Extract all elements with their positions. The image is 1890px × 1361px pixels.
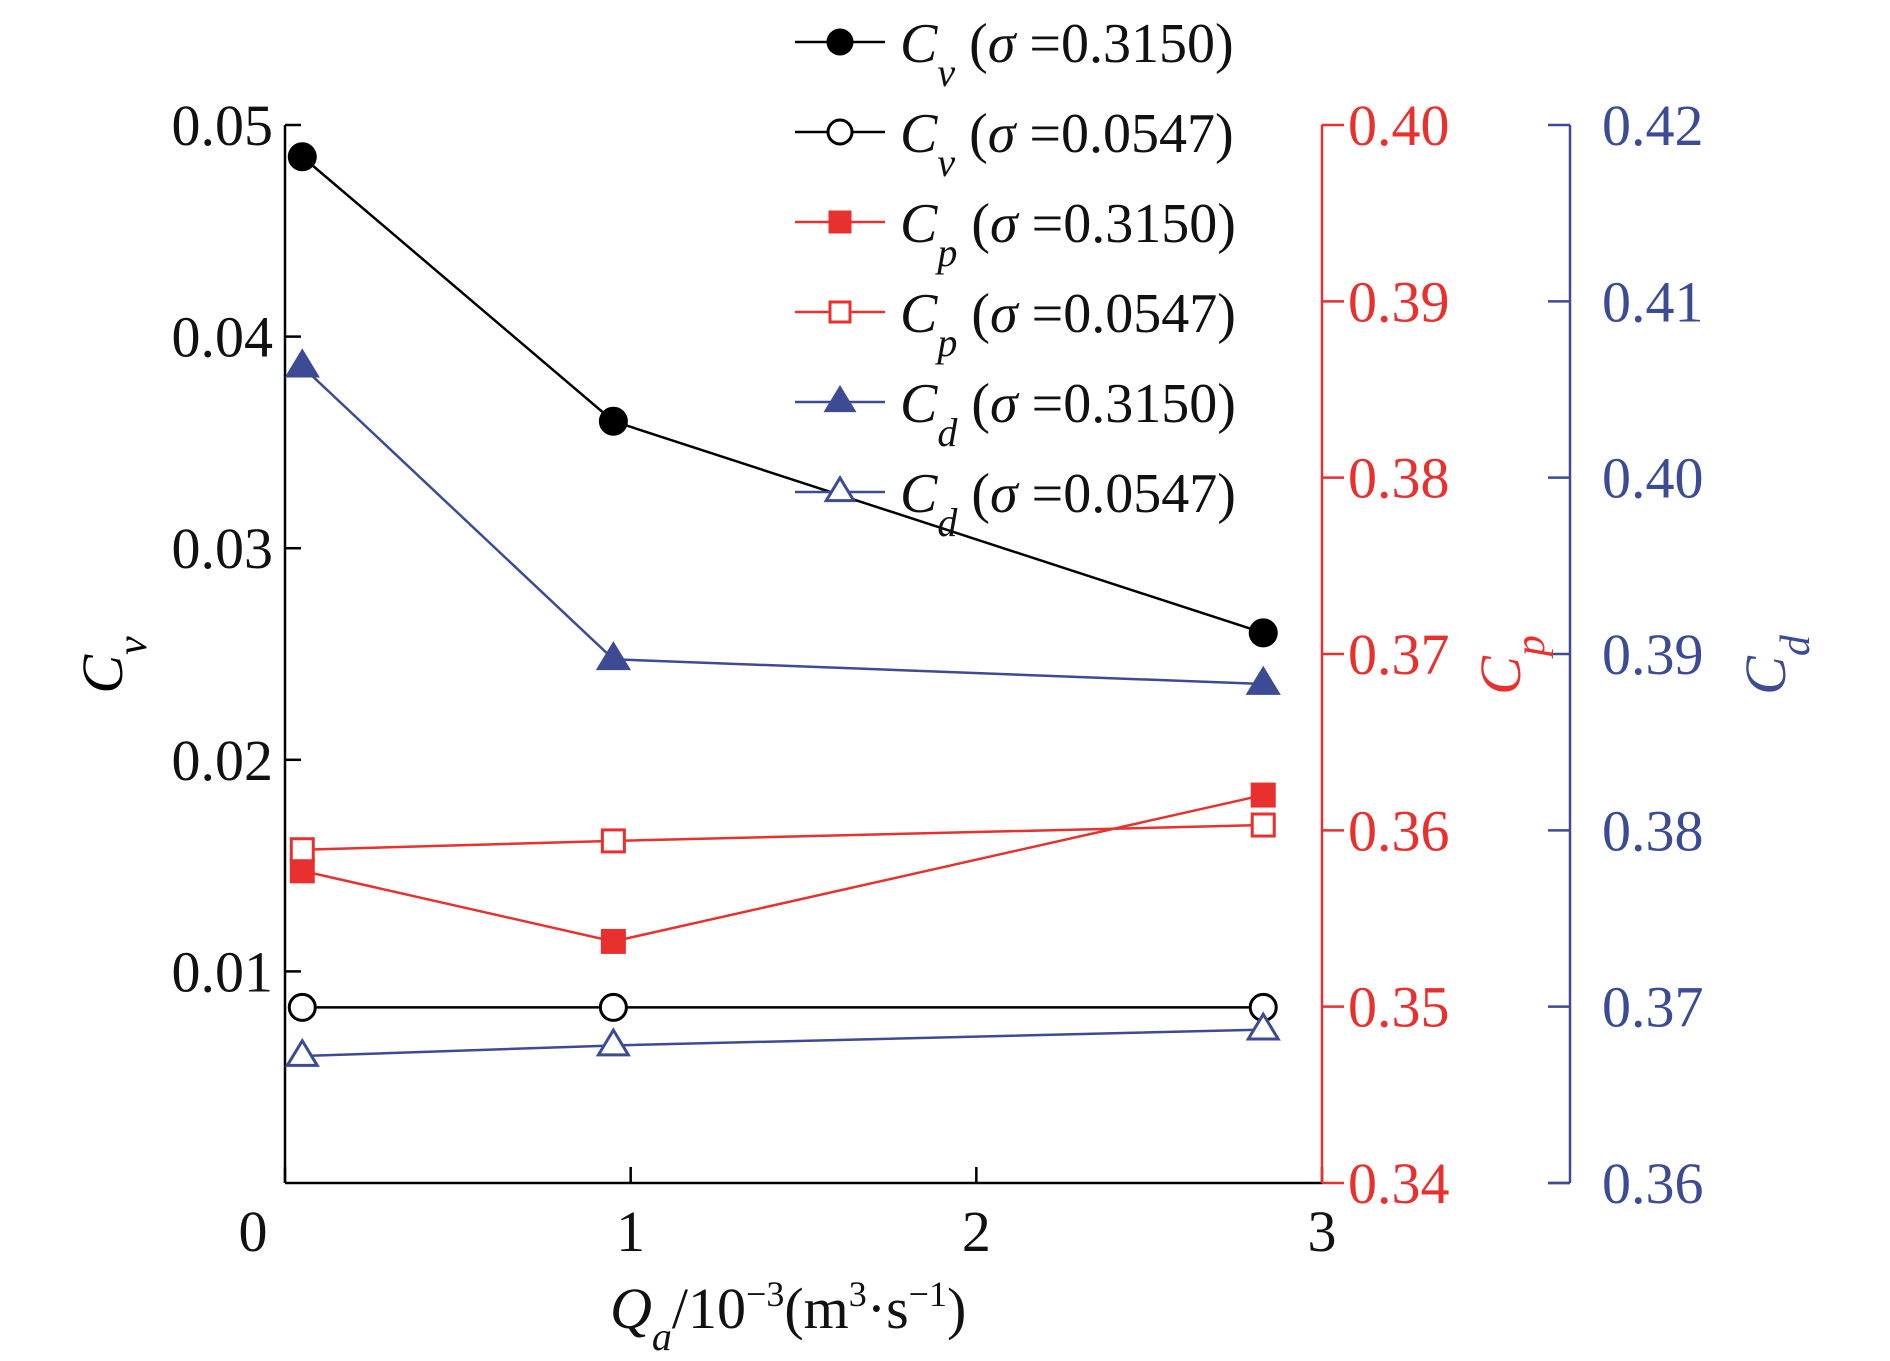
data-point [595, 641, 631, 671]
legend-marker [828, 210, 852, 234]
legend-marker [828, 300, 852, 324]
legend-item: Cp (σ =0.3150) [795, 193, 1236, 275]
legend-marker [823, 384, 857, 413]
data-point [289, 858, 315, 884]
data-point [1245, 1011, 1281, 1041]
legend-marker [823, 474, 857, 503]
cp-tick-label: 0.34 [1348, 1151, 1450, 1216]
legend-label: Cp (σ =0.0547) [900, 283, 1236, 365]
legend-item: Cd (σ =0.3150) [795, 373, 1236, 455]
series-p-0_0547 [289, 812, 1276, 863]
data-point [287, 992, 317, 1022]
axes-layer: 0 1 2 3 0.01 0.02 0.03 0.04 0.05 0.34 0.35 0.36 0.37… [172, 93, 1704, 1264]
series-line [302, 793, 1264, 943]
cp-tick-label: 0.40 [1348, 93, 1450, 158]
legend-label: Cp (σ =0.3150) [900, 193, 1236, 275]
cp-tick-label: 0.35 [1348, 975, 1450, 1040]
legend-label: Cd (σ =0.0547) [900, 463, 1236, 545]
series-layer [284, 142, 1281, 1067]
series-v-0_0547 [287, 992, 1278, 1022]
legend-label: Cd (σ =0.3150) [900, 373, 1236, 455]
data-point [598, 406, 628, 436]
cd-tick-label: 0.41 [1602, 269, 1704, 334]
data-point [598, 992, 628, 1022]
cp-tick-label: 0.36 [1348, 798, 1450, 863]
cv-tick-label: 0.01 [172, 939, 274, 1004]
legend-label: Cv (σ =0.0547) [900, 103, 1234, 185]
cv-axis-title: Cv [70, 636, 156, 694]
cd-axis-title: Cd [1733, 634, 1819, 695]
cv-tick-label: 0.03 [172, 516, 274, 581]
data-point [600, 928, 626, 954]
cd-tick-label: 0.37 [1602, 975, 1704, 1040]
data-point [287, 142, 317, 172]
series-d-0_0547 [284, 1011, 1281, 1067]
cd-tick-label: 0.36 [1602, 1151, 1704, 1216]
legend-item: Cv (σ =0.3150) [795, 13, 1234, 95]
cp-tick-label: 0.39 [1348, 269, 1450, 334]
data-point [1250, 782, 1276, 808]
cp-tick-label: 0.38 [1348, 446, 1450, 511]
cd-tick-label: 0.38 [1602, 798, 1704, 863]
x-tick-label: 0 [239, 1199, 268, 1264]
series-p-0_3150 [289, 782, 1276, 954]
legend-item: Cd (σ =0.0547) [795, 463, 1236, 545]
legend: Cv (σ =0.3150)Cv (σ =0.0547)Cp (σ =0.315… [795, 13, 1236, 545]
cv-tick-label: 0.05 [172, 93, 274, 158]
series-d-0_3150 [284, 348, 1281, 695]
cv-tick-label: 0.04 [172, 305, 274, 370]
cp-axis-title: Cp [1468, 635, 1554, 695]
data-point [289, 837, 315, 863]
cd-tick-label: 0.40 [1602, 446, 1704, 511]
x-tick-label: 1 [616, 1199, 645, 1264]
data-point [1245, 665, 1281, 695]
data-point [1250, 812, 1276, 838]
legend-item: Cv (σ =0.0547) [795, 103, 1234, 185]
legend-item: Cp (σ =0.0547) [795, 283, 1236, 365]
cd-tick-label: 0.42 [1602, 93, 1704, 158]
x-tick-label: 3 [1308, 1199, 1337, 1264]
x-axis-title: Qa/10−3(m3·s−1) [610, 1274, 966, 1359]
data-point [284, 348, 320, 378]
cd-tick-label: 0.39 [1602, 622, 1704, 687]
series-line [302, 823, 1264, 851]
legend-label: Cv (σ =0.3150) [900, 13, 1234, 95]
data-point [600, 828, 626, 854]
series-v-0_3150 [287, 142, 1278, 648]
legend-marker [826, 118, 854, 146]
series-line [302, 1028, 1264, 1058]
data-point [284, 1037, 320, 1067]
x-tick-label: 2 [962, 1199, 991, 1264]
cv-tick-label: 0.02 [172, 728, 274, 793]
data-point [595, 1027, 631, 1057]
cp-tick-label: 0.37 [1348, 622, 1450, 687]
data-point [1248, 618, 1278, 648]
legend-marker [826, 28, 854, 56]
axis-titles: Qa/10−3(m3·s−1) Cv Cp Cd [70, 634, 1819, 1359]
